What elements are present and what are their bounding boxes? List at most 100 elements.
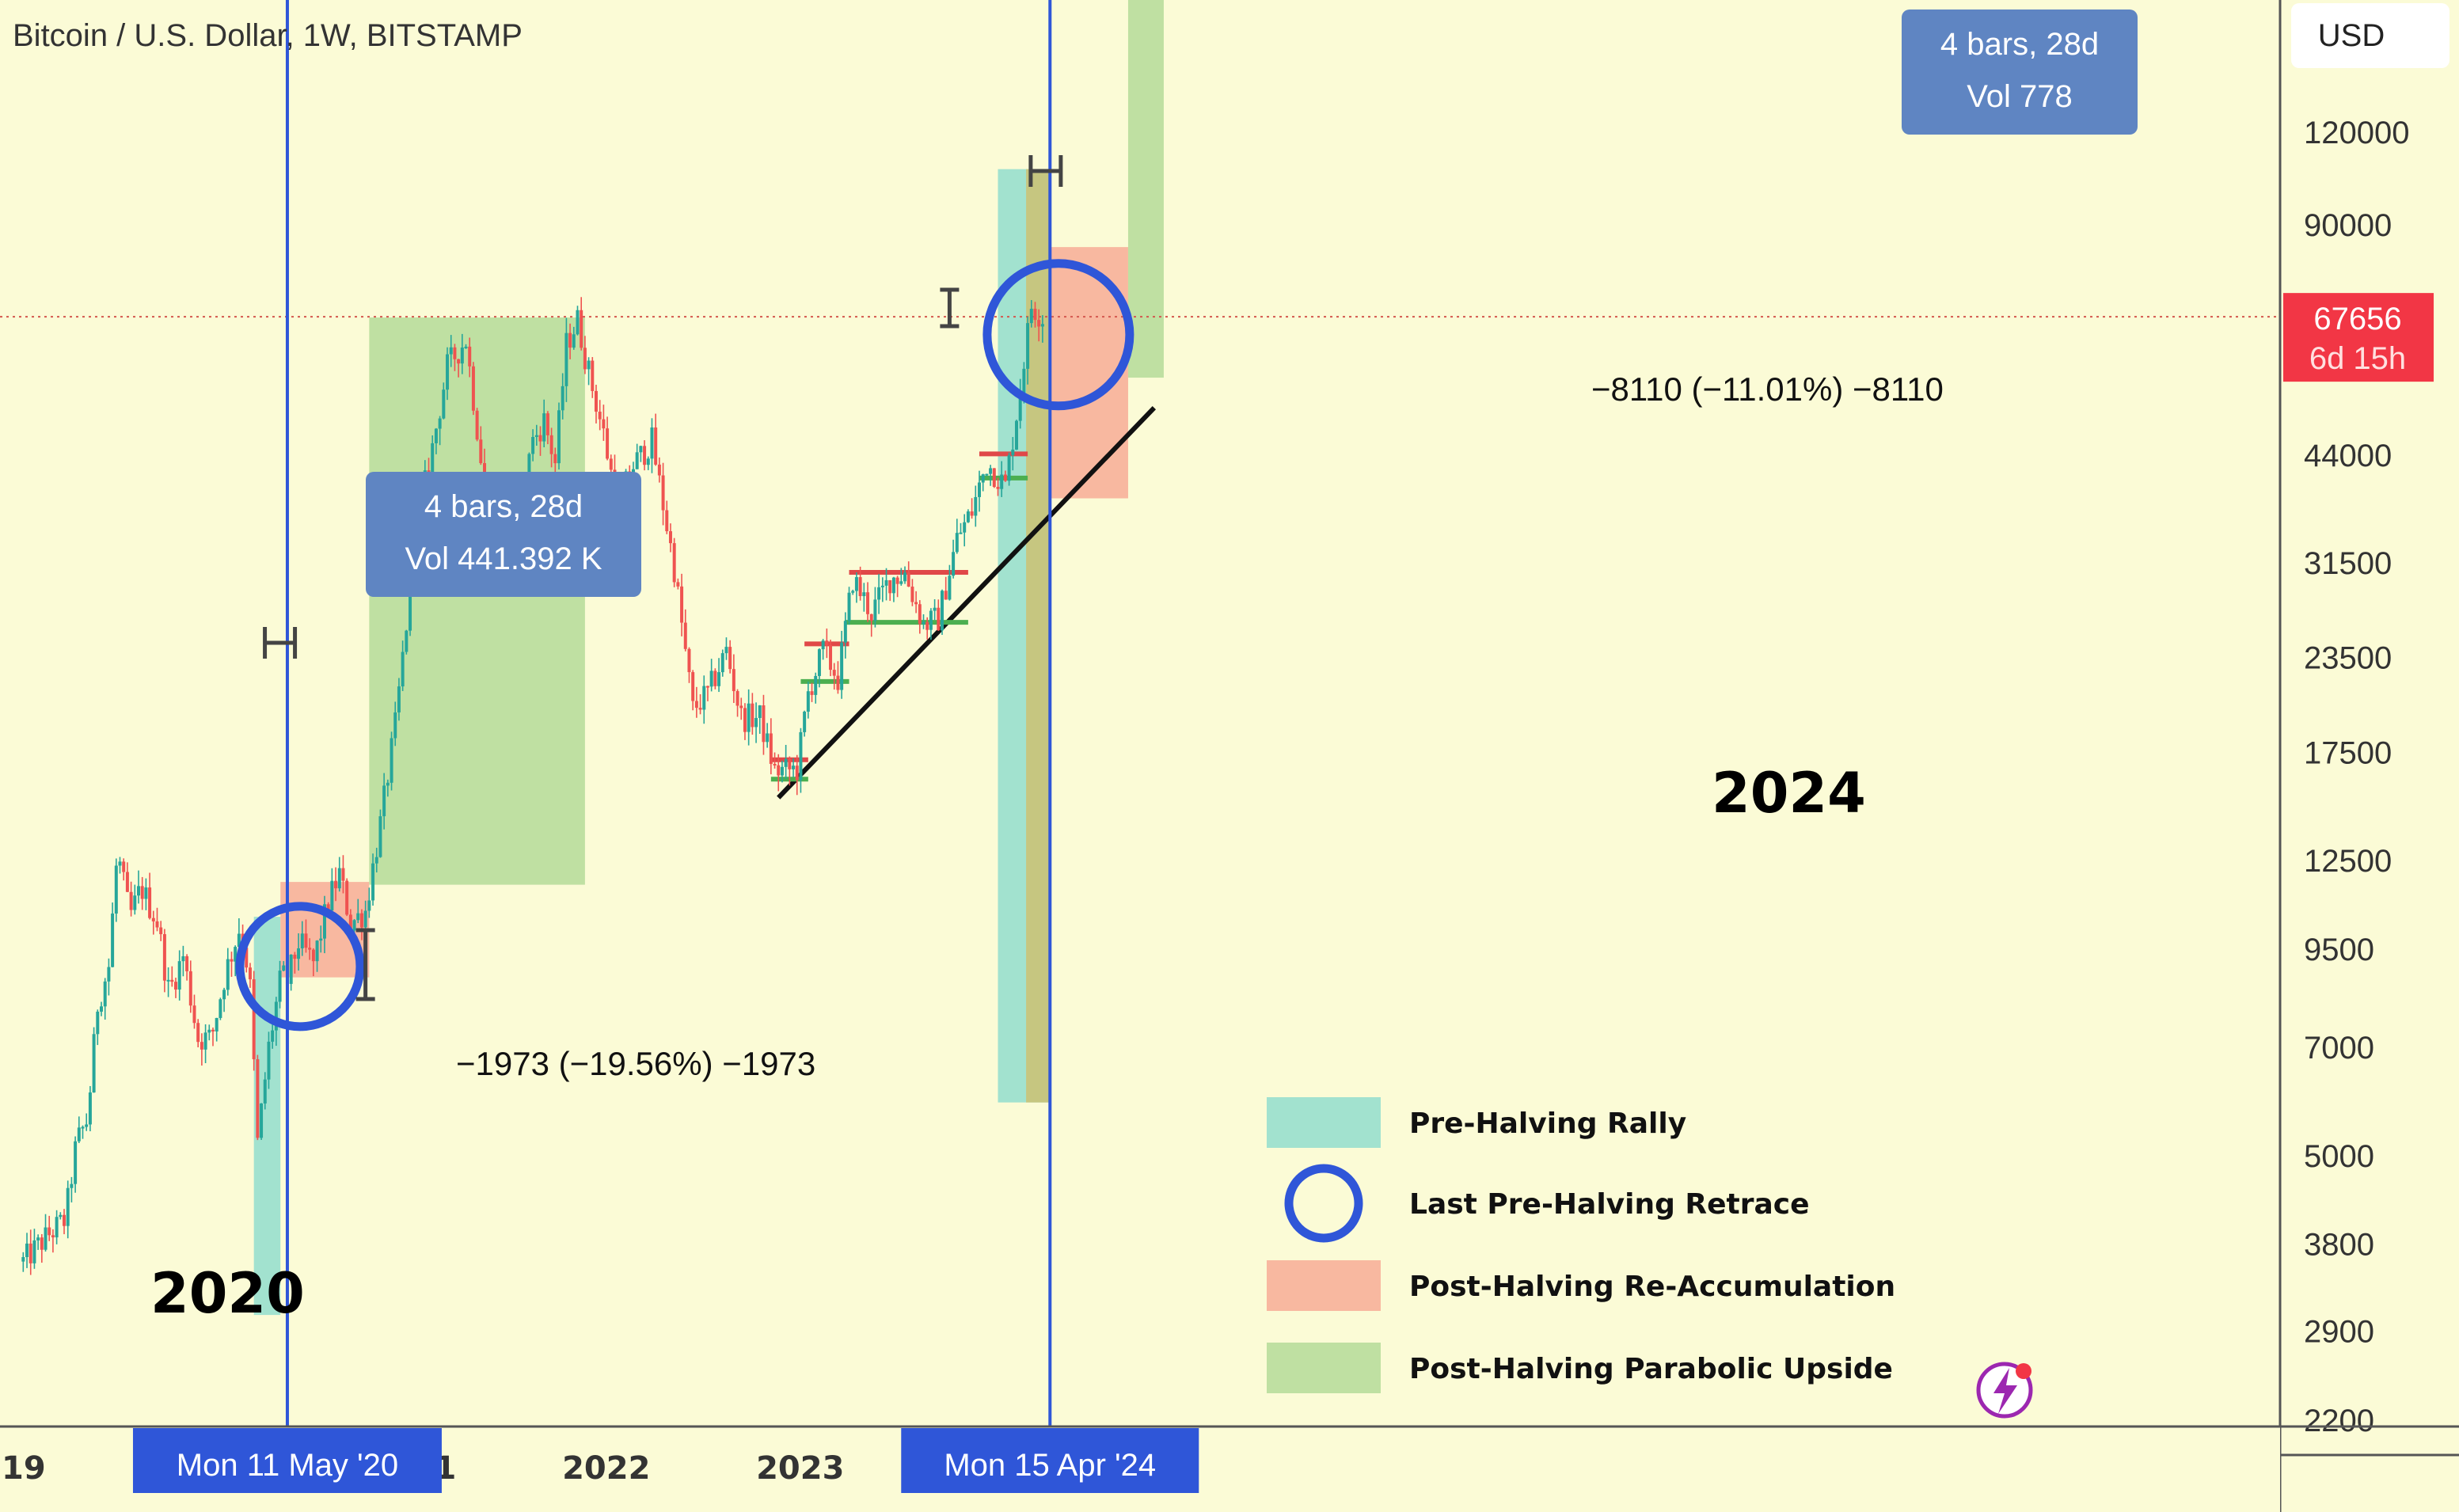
candle-body <box>591 360 595 391</box>
candle <box>207 1024 211 1041</box>
candle-body <box>337 868 341 889</box>
candle <box>981 473 985 492</box>
candle-body <box>92 1034 96 1093</box>
date-range-handle-2024 <box>1028 155 1063 187</box>
candle-body <box>694 701 698 709</box>
candle <box>219 997 222 1020</box>
candle <box>668 523 672 553</box>
candle <box>989 465 993 486</box>
candle-body <box>122 861 126 872</box>
candle-body <box>304 933 308 948</box>
candle <box>751 693 754 735</box>
candle <box>103 978 107 1020</box>
candle-body <box>803 711 807 732</box>
candle <box>311 948 315 977</box>
candle <box>334 867 338 902</box>
candle-body <box>1007 455 1011 481</box>
y-tick-label: 23500 <box>2304 640 2392 675</box>
candle <box>144 878 148 910</box>
candle-body <box>63 1214 67 1226</box>
candle <box>1037 309 1041 342</box>
candle <box>63 1209 67 1235</box>
candle-body <box>1040 324 1044 327</box>
candle-body <box>1026 323 1030 369</box>
candle <box>788 756 792 786</box>
candle-body <box>996 487 1000 489</box>
candle <box>1011 437 1015 471</box>
candle <box>85 1113 89 1131</box>
candle <box>747 689 751 746</box>
candle-body <box>572 334 576 348</box>
candle-body <box>654 427 658 465</box>
chart-labels: 4 bars, 28d Vol 441.392 K 4 bars, 28d Vol 7… <box>13 9 2138 1326</box>
candle <box>705 686 709 701</box>
y-tick-label: 5000 <box>2304 1139 2374 1174</box>
candle <box>25 1233 29 1268</box>
candle-body <box>952 552 956 576</box>
candle-body <box>992 468 996 488</box>
lightning-icon-bolt <box>1993 1368 2017 1414</box>
candle <box>728 640 732 674</box>
candle-body <box>434 428 438 443</box>
candle-body <box>777 765 781 776</box>
candle-body <box>215 1017 219 1031</box>
y-tick-label: 7000 <box>2304 1031 2374 1066</box>
candle <box>829 640 833 677</box>
candle-body <box>192 1005 196 1024</box>
candle <box>635 443 639 469</box>
candle <box>1026 316 1030 385</box>
candle-body <box>248 967 252 980</box>
candle <box>59 1212 63 1220</box>
candle-body <box>702 686 706 710</box>
candle <box>457 359 461 378</box>
candle-body <box>564 332 568 386</box>
candle-body <box>29 1243 32 1263</box>
candle <box>672 538 676 587</box>
candle-body <box>245 948 249 968</box>
candle <box>203 1024 207 1063</box>
candle-body <box>709 671 713 687</box>
candle-body <box>293 954 297 959</box>
candle-body <box>453 347 457 359</box>
candle <box>449 335 453 367</box>
candle <box>873 587 877 628</box>
candle-body <box>598 412 602 420</box>
candle-body <box>446 354 450 390</box>
lightning-icon-dot <box>2016 1363 2031 1379</box>
legend-swatch <box>1267 1343 1381 1393</box>
candle-body <box>468 346 472 367</box>
candle-body <box>282 965 286 971</box>
candle <box>762 694 766 755</box>
y-tick-label: 90000 <box>2304 208 2392 243</box>
candle-body <box>609 458 613 470</box>
candle <box>70 1176 74 1202</box>
candle-body <box>234 947 238 962</box>
candle-body <box>989 468 993 474</box>
candle-body <box>140 886 144 899</box>
candle <box>941 589 944 635</box>
candle <box>683 609 687 652</box>
candle <box>1033 302 1037 328</box>
candle-body <box>267 1041 271 1080</box>
candle <box>48 1215 51 1241</box>
candle-body <box>144 887 148 899</box>
y-tick-label: 12500 <box>2304 844 2392 879</box>
candle-body <box>263 1079 267 1104</box>
candle <box>267 1031 271 1089</box>
candle <box>803 710 807 737</box>
candle-body <box>137 886 141 896</box>
candle <box>717 658 721 693</box>
tooltip-bars: 4 bars, 28d <box>424 489 583 524</box>
date-tag-box <box>132 1428 442 1493</box>
candle <box>1003 470 1007 482</box>
candle <box>866 582 870 622</box>
candle <box>583 336 587 374</box>
candle <box>847 587 851 625</box>
candle-body <box>941 591 944 631</box>
candle <box>769 718 773 775</box>
parabolic-zone-2020 <box>369 317 585 885</box>
candle-body <box>606 428 610 459</box>
measure-tooltip-2020: 4 bars, 28d Vol 441.392 K <box>366 472 641 597</box>
y-tick-label: 17500 <box>2304 735 2392 770</box>
